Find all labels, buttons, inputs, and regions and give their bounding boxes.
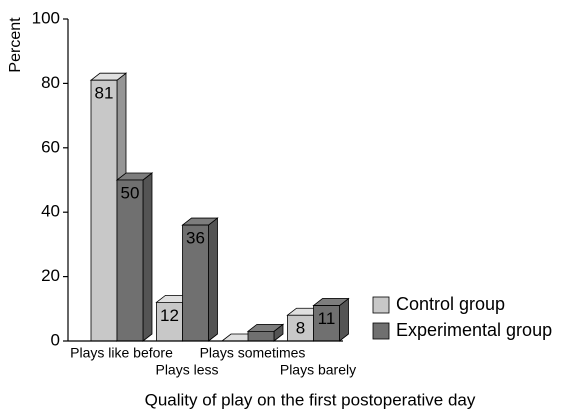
bar: [312, 297, 350, 342]
y-tick-label: 100: [32, 8, 60, 27]
bar-front: [116, 179, 144, 342]
y-tick-label: 80: [41, 73, 60, 92]
y-tick-label: 40: [41, 202, 60, 221]
legend-swatch: [372, 322, 390, 340]
legend-swatch: [372, 296, 390, 314]
legend-label: Control group: [396, 294, 505, 314]
data-label: 50: [121, 183, 140, 202]
x-tick-label: Plays less: [155, 362, 218, 378]
x-tick-label: Plays barely: [280, 362, 356, 378]
x-tick-label: Plays sometimes: [200, 345, 306, 361]
data-label: 81: [95, 84, 114, 103]
bar-front: [247, 330, 275, 342]
bar-side: [142, 172, 153, 342]
x-tick-label: Plays like before: [70, 345, 173, 361]
data-label: 11: [318, 309, 336, 328]
data-label: 36: [186, 229, 205, 248]
bar: [181, 217, 219, 342]
bar-front: [90, 79, 118, 342]
bar-side: [208, 217, 218, 342]
data-label: 8: [296, 319, 305, 338]
legend-label: Experimental group: [396, 320, 552, 340]
y-tick-label: 0: [51, 330, 60, 349]
y-tick-label: 60: [41, 137, 60, 156]
bar: [115, 172, 154, 342]
x-axis-title: Quality of play on the first postoperati…: [145, 390, 476, 409]
data-label: 12: [160, 306, 179, 325]
y-axis-title: Percent: [7, 17, 24, 73]
y-tick-label: 20: [41, 266, 60, 285]
bar: [246, 323, 285, 342]
